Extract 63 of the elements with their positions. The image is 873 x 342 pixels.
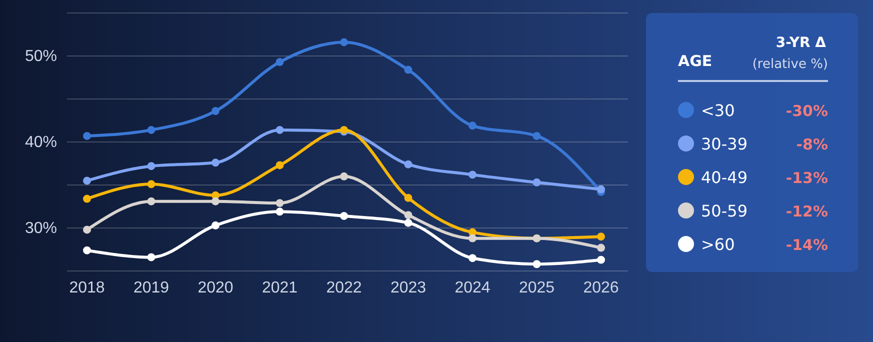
point [83, 226, 91, 234]
point [147, 126, 156, 134]
point [212, 197, 220, 206]
x-tick-label: 2023 [390, 279, 426, 296]
x-tick-label: 2018 [69, 279, 105, 296]
point [83, 246, 91, 254]
y-tick-label: 40% [24, 134, 57, 152]
x-tick-label: 2021 [262, 279, 298, 296]
point [597, 256, 605, 264]
x-tick-label: 2025 [518, 279, 555, 296]
x-tick-label: 2019 [133, 279, 170, 296]
point [276, 199, 284, 208]
legend-label: 50-59 [701, 202, 748, 220]
point [212, 221, 220, 230]
x-tick-label: 2022 [326, 279, 362, 296]
point [404, 194, 412, 202]
point [83, 194, 91, 203]
point [468, 122, 476, 130]
point [276, 126, 284, 134]
point [83, 176, 91, 185]
text: 3-YR Δ [776, 35, 826, 51]
point [340, 212, 348, 220]
point [276, 58, 284, 66]
point [147, 180, 156, 188]
x-tick-label: 2020 [198, 279, 234, 296]
point [532, 132, 541, 140]
x-tick-label: 2026 [583, 279, 619, 296]
point [468, 234, 476, 242]
point [212, 158, 220, 167]
y-tick-label: 50% [24, 48, 57, 66]
point [404, 218, 412, 227]
point [532, 260, 541, 268]
text: -14% [786, 236, 828, 254]
point [532, 178, 541, 186]
text: -30% [786, 102, 828, 120]
text: (relative %) [752, 57, 828, 72]
point [404, 211, 412, 220]
x-tick-label: 2024 [454, 279, 490, 296]
point [276, 161, 284, 170]
text: -8% [796, 136, 828, 154]
point [597, 232, 605, 241]
point [212, 107, 220, 116]
point [276, 208, 284, 216]
point [404, 66, 412, 74]
point [147, 253, 156, 262]
point [597, 244, 605, 252]
text: -12% [786, 202, 828, 220]
legend-label: >60 [701, 235, 735, 254]
legend-label: <30 [701, 101, 735, 120]
point [340, 172, 348, 180]
point [597, 185, 605, 194]
point [340, 38, 348, 46]
legend-label: 30-39 [701, 134, 748, 154]
legend-label: 40-49 [701, 168, 748, 187]
point [468, 170, 476, 179]
point [404, 160, 412, 168]
point [83, 132, 91, 140]
point [147, 162, 156, 170]
point [147, 197, 156, 206]
text: -13% [786, 169, 828, 187]
text: 30% [24, 220, 57, 238]
legend-title: AGE [678, 52, 712, 70]
point [468, 254, 476, 262]
